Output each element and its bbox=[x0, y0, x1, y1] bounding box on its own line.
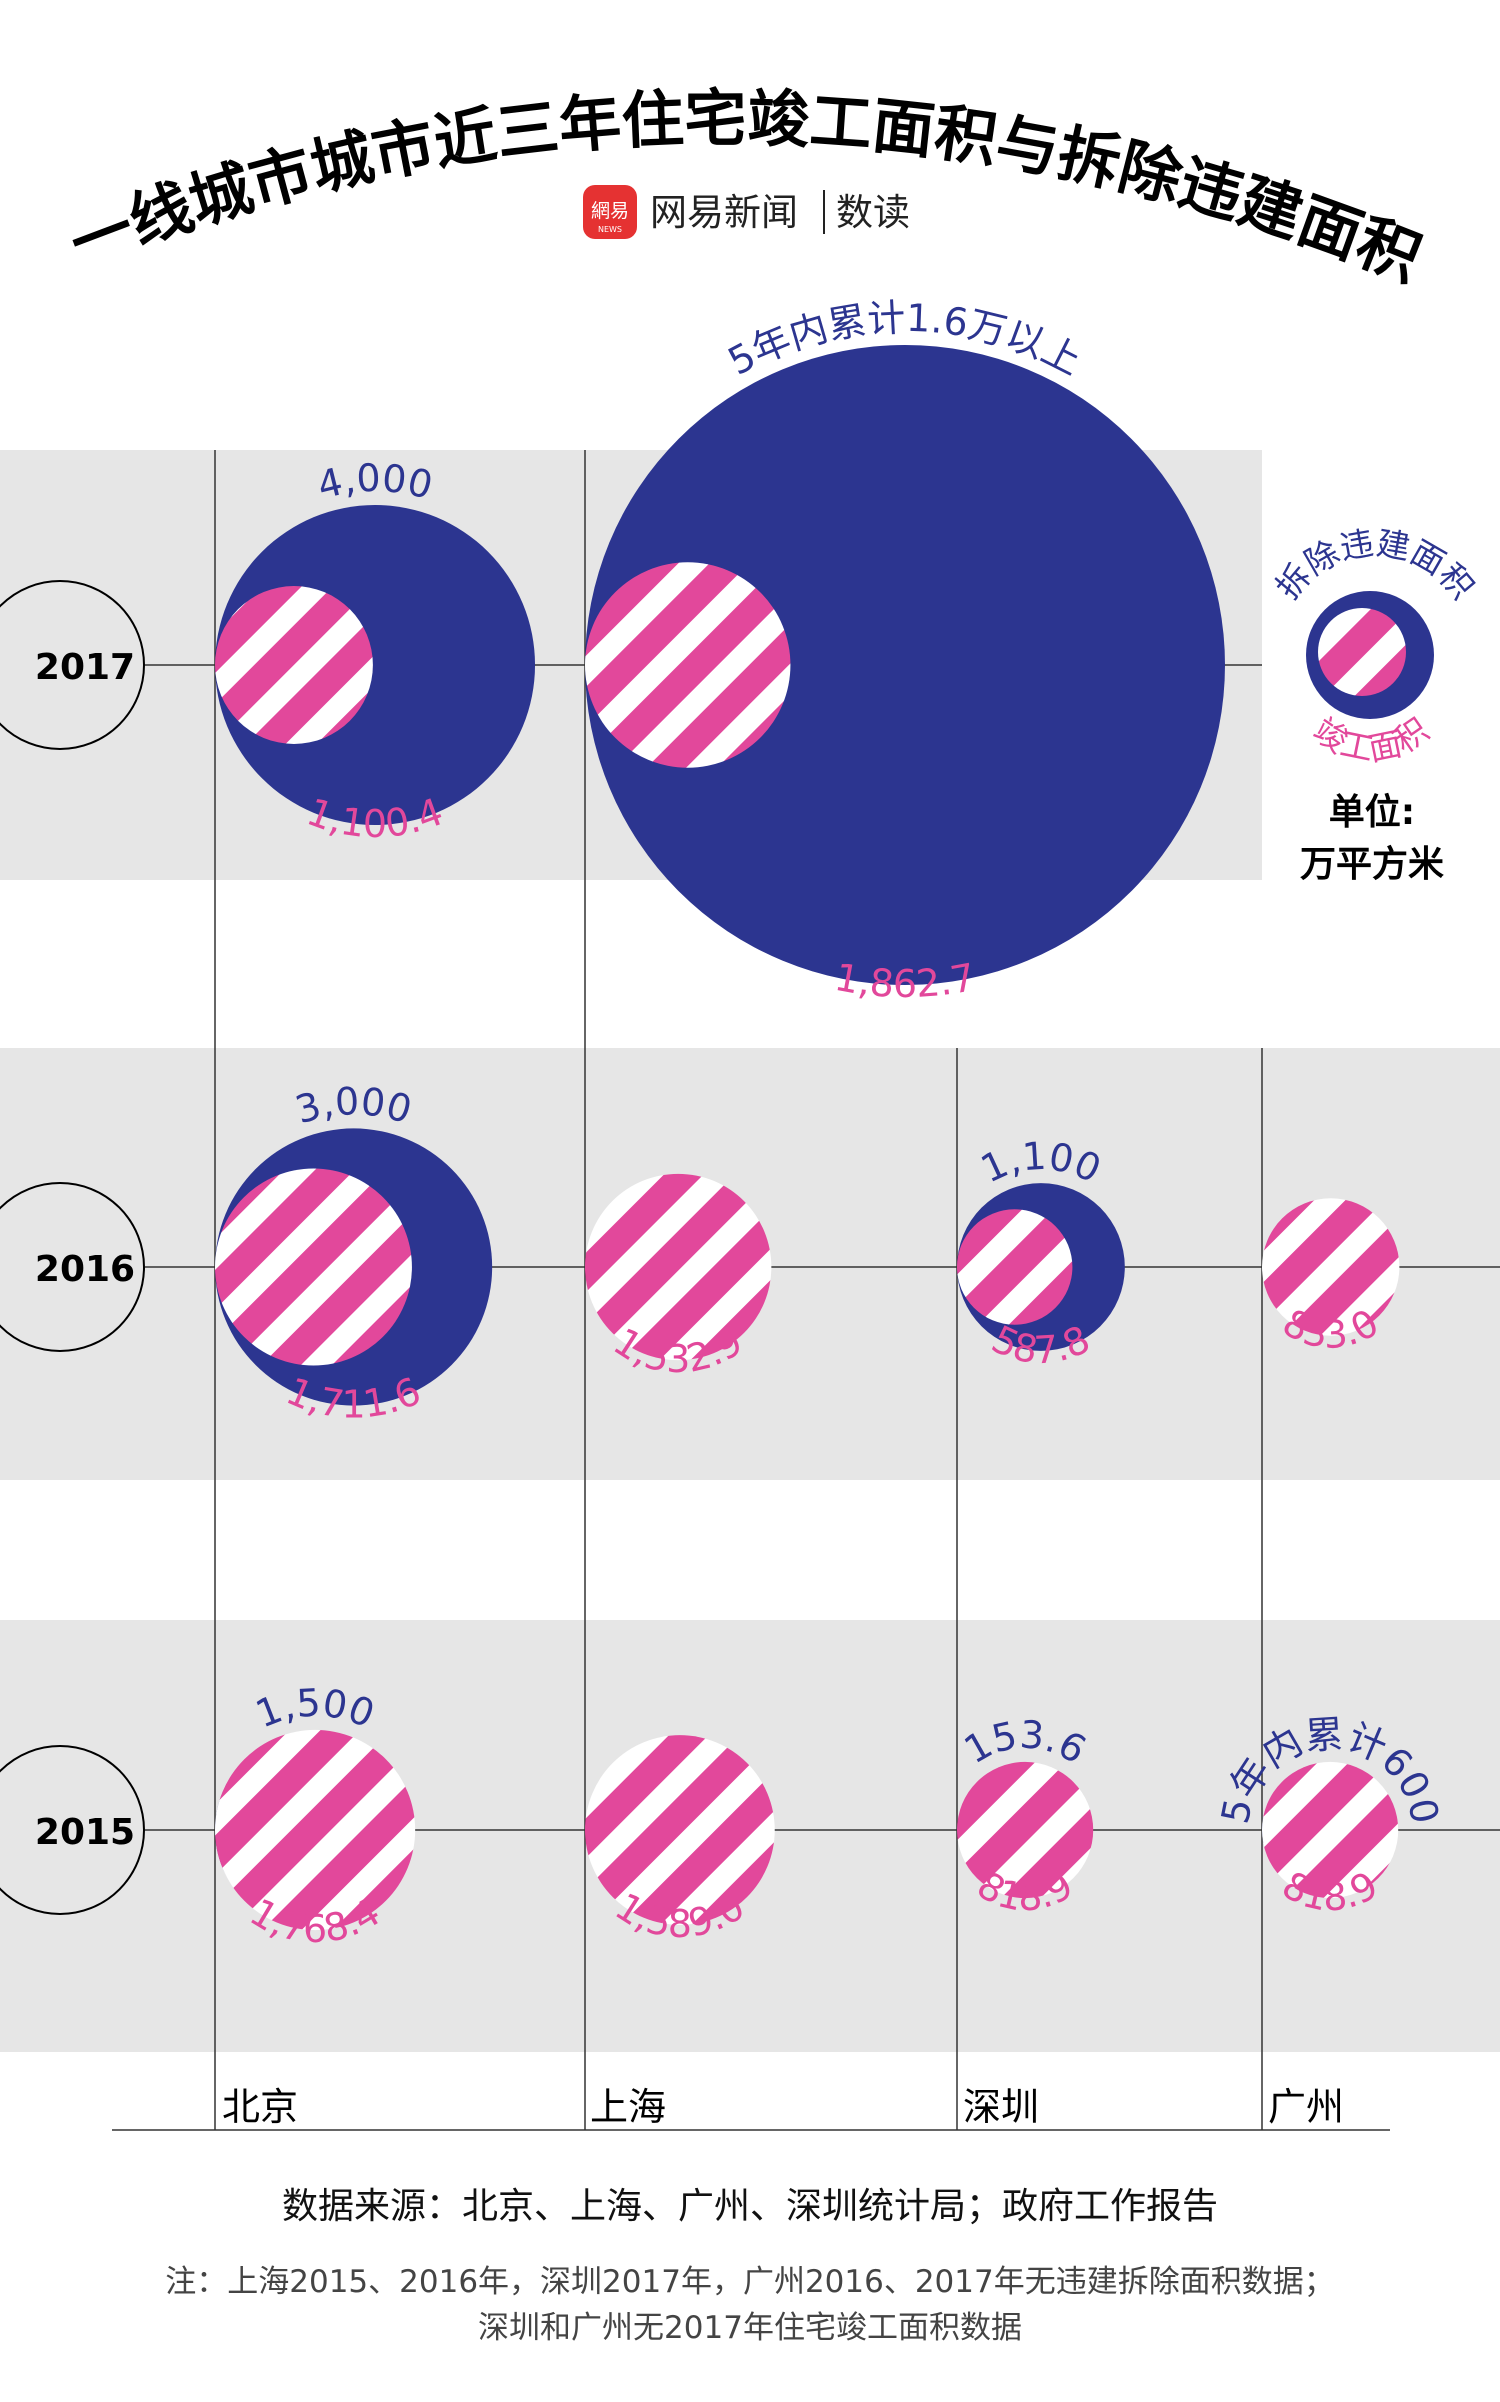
year-label-2015: 2015 bbox=[35, 1812, 135, 1853]
year-circle-2015 bbox=[0, 1745, 145, 1915]
bubble-demolition-beijing-2017 bbox=[215, 504, 536, 826]
bubble-completion-beijing-2017 bbox=[215, 586, 373, 744]
page-title: 一线城市城市近三年住宅竣工面积与拆除违建面积 bbox=[60, 82, 1431, 296]
label-completion-shanghai-2017: 1,862.7 bbox=[831, 955, 978, 1006]
year-circle-2016 bbox=[0, 1182, 145, 1352]
bubble-completion-shanghai-2017 bbox=[585, 562, 791, 768]
legend-unit-value: 万平方米 bbox=[1300, 844, 1444, 885]
bubble-completion-shenzhen-2016 bbox=[957, 1209, 1073, 1325]
brand-logo-sub: NEWS bbox=[598, 225, 622, 234]
brand: 網易 NEWS 网易新闻 数读 bbox=[583, 185, 910, 239]
bubble-completion-guangzhou-2016 bbox=[1262, 1198, 1400, 1336]
city-label-beijing: 北京 bbox=[222, 2085, 298, 2129]
city-label-shanghai: 上海 bbox=[590, 2085, 666, 2129]
brand-section: 数读 bbox=[836, 191, 910, 234]
legend-unit-label: 单位: bbox=[1329, 792, 1415, 833]
bubble-completion-shanghai-2016 bbox=[585, 1173, 772, 1361]
year-circle-2017 bbox=[0, 580, 145, 750]
note-line-2: 深圳和广州无2017年住宅竣工面积数据 bbox=[478, 2310, 1022, 2346]
bubble-completion-guangzhou-2015 bbox=[1262, 1761, 1399, 1899]
label-demolition-beijing-2017: 4,000 bbox=[313, 456, 437, 508]
brand-logo-text: 網易 bbox=[591, 200, 629, 222]
bubble-marks bbox=[215, 345, 1400, 1931]
bubble-completion-beijing-2015 bbox=[215, 1729, 416, 1931]
legend-completion-circle bbox=[1318, 608, 1406, 696]
city-labels: 北京 上海 深圳 广州 bbox=[222, 2085, 1344, 2129]
brand-logo bbox=[583, 185, 637, 239]
bubble-completion-shenzhen-2015 bbox=[956, 1761, 1094, 1899]
city-label-guangzhou: 广州 bbox=[1268, 2085, 1344, 2129]
city-label-shenzhen: 深圳 bbox=[963, 2085, 1039, 2129]
bubble-demolition-shanghai-2017 bbox=[585, 345, 1225, 985]
year-label-2016: 2016 bbox=[35, 1249, 135, 1290]
year-label-2017: 2017 bbox=[35, 647, 135, 688]
bubble-completion-shanghai-2015 bbox=[585, 1735, 775, 1925]
year-labels: 2017 2016 2015 bbox=[0, 580, 145, 1915]
legend: 拆除违建面积 竣工面积 单位: 万平方米 bbox=[1268, 523, 1482, 885]
note-line-1: 注：上海2015、2016年，深圳2017年，广州2016、2017年无违建拆除… bbox=[165, 2264, 1334, 2300]
brand-name: 网易新闻 bbox=[650, 191, 798, 234]
source-text: 数据来源：北京、上海、广州、深圳统计局；政府工作报告 bbox=[282, 2186, 1218, 2227]
bubble-completion-beijing-2016 bbox=[215, 1168, 412, 1366]
